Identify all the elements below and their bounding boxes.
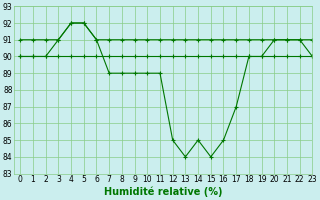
X-axis label: Humidité relative (%): Humidité relative (%)	[104, 187, 222, 197]
